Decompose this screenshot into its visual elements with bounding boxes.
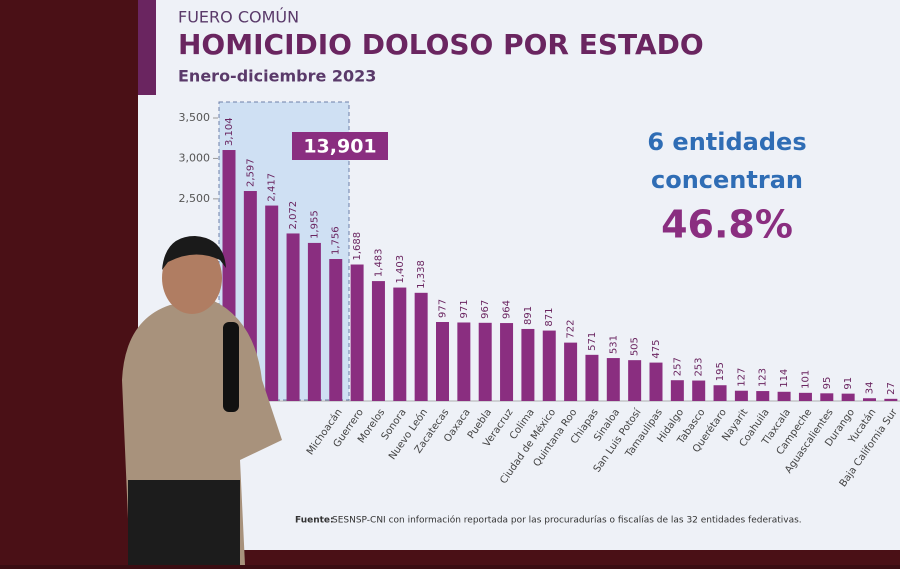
value-label: 475 xyxy=(651,339,662,358)
bar xyxy=(671,380,684,401)
value-label: 2,417 xyxy=(267,173,278,202)
bar xyxy=(692,381,705,401)
bar xyxy=(436,322,449,401)
accent-bar xyxy=(138,0,156,95)
value-label: 123 xyxy=(758,368,769,387)
bar xyxy=(308,243,321,401)
value-label: 3,104 xyxy=(224,117,235,146)
value-label: 27 xyxy=(886,382,897,395)
bar xyxy=(479,323,492,401)
value-label: 531 xyxy=(608,335,619,354)
value-label: 977 xyxy=(438,299,449,318)
bar xyxy=(714,385,727,401)
value-label: 2,597 xyxy=(245,158,256,187)
skirt xyxy=(128,480,240,565)
bar xyxy=(415,293,428,401)
value-label: 891 xyxy=(523,306,534,325)
bar xyxy=(351,265,364,401)
footnote-label: Fuente: xyxy=(295,516,334,526)
bar xyxy=(628,360,641,401)
value-label: 1,688 xyxy=(352,232,363,261)
microphone xyxy=(223,322,239,412)
bar xyxy=(393,288,406,401)
value-label: 127 xyxy=(736,368,747,387)
bar xyxy=(500,323,513,401)
bar xyxy=(863,398,876,401)
bar xyxy=(329,259,342,401)
bar xyxy=(564,343,577,401)
bar xyxy=(521,329,534,401)
y-tick-label: 3,000 xyxy=(179,151,211,164)
value-label: 1,955 xyxy=(309,210,320,239)
bar xyxy=(585,355,598,401)
bar xyxy=(543,331,556,401)
annotation-line: concentran xyxy=(651,166,803,194)
bar xyxy=(287,233,300,401)
bar xyxy=(735,391,748,401)
value-label: 1,403 xyxy=(395,255,406,284)
bar xyxy=(799,393,812,401)
bar xyxy=(457,322,470,401)
value-label: 257 xyxy=(672,357,683,376)
bar xyxy=(265,206,278,401)
value-label: 505 xyxy=(630,337,641,356)
bar xyxy=(607,358,620,401)
bar xyxy=(778,392,791,401)
total-label: 13,901 xyxy=(303,136,376,158)
y-tick-label: 3,500 xyxy=(179,111,211,124)
footnote-text: SESNSP-CNI con información reportada por… xyxy=(332,515,802,526)
value-label: 722 xyxy=(566,320,577,339)
supertitle: FUERO COMÚN xyxy=(178,8,299,27)
value-label: 2,072 xyxy=(288,201,299,230)
value-label: 1,483 xyxy=(373,248,384,277)
annotation-percent: 46.8% xyxy=(661,203,793,247)
value-label: 34 xyxy=(865,382,876,395)
value-label: 871 xyxy=(544,307,555,326)
y-tick-label: 2,500 xyxy=(179,192,211,205)
value-label: 114 xyxy=(779,369,790,388)
bar xyxy=(650,363,663,401)
chart-title: HOMICIDIO DOLOSO POR ESTADO xyxy=(178,28,704,61)
annotation-line: 6 entidades xyxy=(647,128,806,156)
value-label: 195 xyxy=(715,362,726,381)
bar xyxy=(756,391,769,401)
value-label: 101 xyxy=(800,370,811,389)
value-label: 964 xyxy=(502,300,513,319)
bar xyxy=(884,399,897,401)
value-label: 1,756 xyxy=(331,226,342,255)
subtitle: Enero-diciembre 2023 xyxy=(178,67,376,86)
bar xyxy=(372,281,385,401)
value-label: 253 xyxy=(694,357,705,376)
bar xyxy=(842,394,855,401)
value-label: 91 xyxy=(843,377,854,390)
value-label: 971 xyxy=(459,299,470,318)
value-label: 967 xyxy=(480,300,491,319)
value-label: 95 xyxy=(822,377,833,390)
value-label: 1,338 xyxy=(416,260,427,289)
bar xyxy=(820,393,833,401)
value-label: 571 xyxy=(587,332,598,351)
